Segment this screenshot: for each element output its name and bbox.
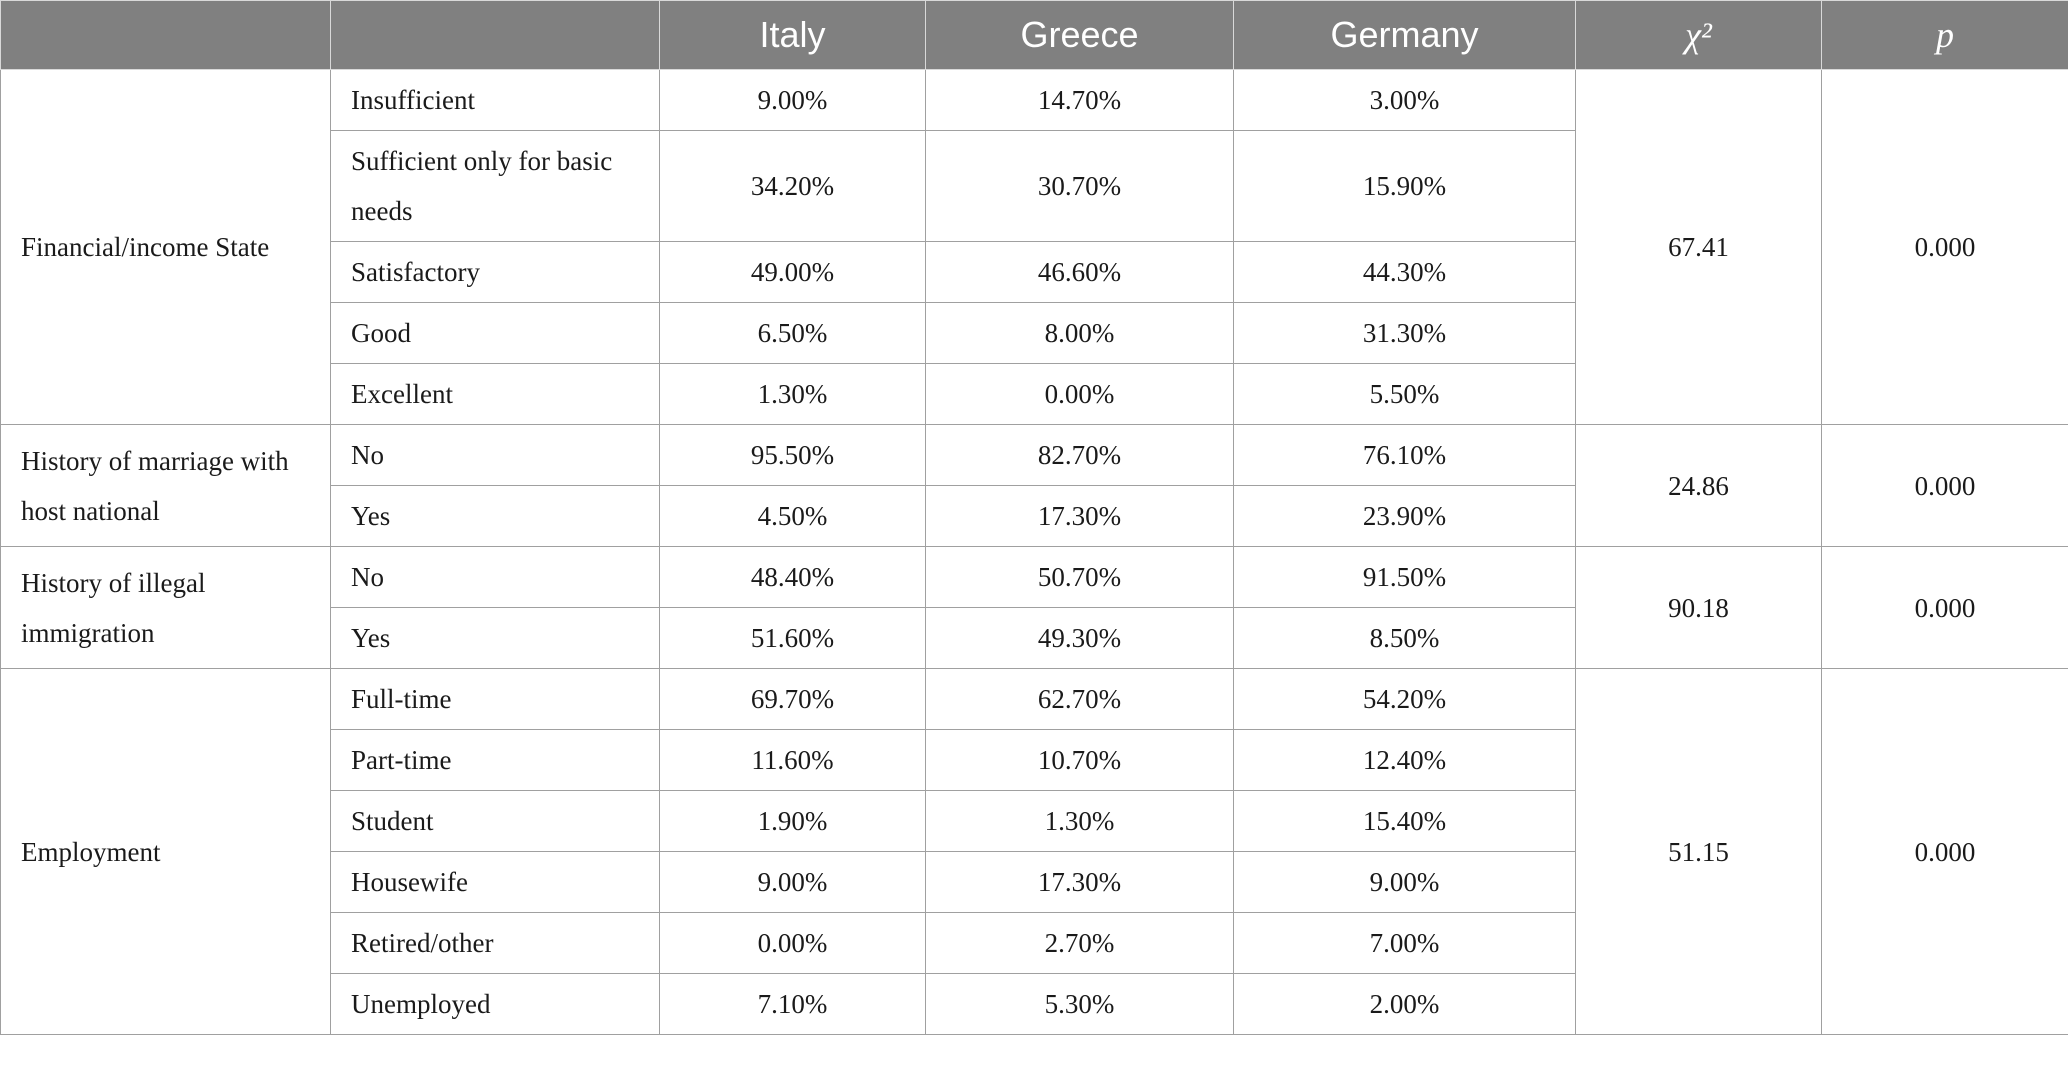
row-label: Unemployed: [330, 973, 660, 1035]
germany-value: 44.30%: [1233, 241, 1576, 303]
table-row: Yes 51.60% 49.30% 8.50%: [1, 607, 2068, 669]
header-row: Italy Greece Germany χ² p: [0, 0, 2068, 70]
header-p-value: p: [1821, 0, 2068, 70]
row-label: No: [330, 546, 660, 608]
italy-value: 1.90%: [659, 790, 926, 852]
header-germany: Germany: [1233, 0, 1576, 70]
p-value: 0.000: [1821, 546, 2068, 669]
italy-value: 49.00%: [659, 241, 926, 303]
row-label: Part-time: [330, 729, 660, 791]
italy-value: 95.50%: [659, 424, 926, 486]
table-row: Satisfactory 49.00% 46.60% 44.30%: [1, 241, 2068, 303]
germany-value: 91.50%: [1233, 546, 1576, 608]
chi-square-value: 24.86: [1575, 424, 1822, 547]
greece-value: 14.70%: [925, 69, 1234, 131]
chi-square-value: 90.18: [1575, 546, 1822, 669]
table-row: Employment Full-time 69.70% 62.70% 54.20…: [0, 668, 2068, 1035]
greece-value: 82.70%: [925, 424, 1234, 486]
greece-value: 49.30%: [925, 607, 1234, 669]
greece-value: 1.30%: [925, 790, 1234, 852]
row-label: Satisfactory: [330, 241, 660, 303]
table-row: History of illegal immigration No 48.40%…: [0, 546, 2068, 669]
greece-value: 2.70%: [925, 912, 1234, 974]
table-row: History of marriage with host national N…: [0, 424, 2068, 547]
greece-value: 8.00%: [925, 302, 1234, 364]
germany-value: 15.40%: [1233, 790, 1576, 852]
data-table: Italy Greece Germany χ² p Financial/inco…: [0, 0, 2068, 1035]
table-row: Financial/income State Insufficient 9.00…: [0, 69, 2068, 425]
greece-value: 62.70%: [925, 668, 1234, 730]
italy-value: 6.50%: [659, 302, 926, 364]
category-financial: Financial/income State: [0, 69, 331, 425]
italy-value: 4.50%: [659, 485, 926, 547]
chi-square-value: 51.15: [1575, 668, 1822, 1035]
row-label: Yes: [330, 485, 660, 547]
germany-value: 8.50%: [1233, 607, 1576, 669]
germany-value: 15.90%: [1233, 130, 1576, 242]
row-label: Student: [330, 790, 660, 852]
row-label: No: [330, 424, 660, 486]
header-greece: Greece: [925, 0, 1234, 70]
category-employment: Employment: [0, 668, 331, 1035]
row-label: Full-time: [330, 668, 660, 730]
italy-value: 51.60%: [659, 607, 926, 669]
italy-value: 9.00%: [659, 69, 926, 131]
italy-value: 34.20%: [659, 130, 926, 242]
italy-value: 1.30%: [659, 363, 926, 425]
germany-value: 5.50%: [1233, 363, 1576, 425]
chi-square-value: 67.41: [1575, 69, 1822, 425]
header-subcategory: [330, 0, 660, 70]
greece-value: 5.30%: [925, 973, 1234, 1035]
table-row: Good 6.50% 8.00% 31.30%: [1, 302, 2068, 364]
italy-value: 48.40%: [659, 546, 926, 608]
greece-value: 10.70%: [925, 729, 1234, 791]
germany-value: 31.30%: [1233, 302, 1576, 364]
row-label: Sufficient only for basic needs: [330, 130, 660, 242]
table-row: Retired/other 0.00% 2.70% 7.00%: [1, 912, 2068, 974]
table-row: Excellent 1.30% 0.00% 5.50%: [1, 363, 2068, 425]
table-row: Part-time 11.60% 10.70% 12.40%: [1, 729, 2068, 791]
germany-value: 76.10%: [1233, 424, 1576, 486]
row-label: Excellent: [330, 363, 660, 425]
greece-value: 50.70%: [925, 546, 1234, 608]
greece-value: 0.00%: [925, 363, 1234, 425]
greece-value: 46.60%: [925, 241, 1234, 303]
greece-value: 17.30%: [925, 485, 1234, 547]
table-row: Yes 4.50% 17.30% 23.90%: [1, 485, 2068, 547]
germany-value: 2.00%: [1233, 973, 1576, 1035]
header-italy: Italy: [659, 0, 926, 70]
header-chi-square: χ²: [1575, 0, 1822, 70]
italy-value: 69.70%: [659, 668, 926, 730]
p-value: 0.000: [1821, 424, 2068, 547]
table-row: Sufficient only for basic needs 34.20% 3…: [1, 130, 2068, 242]
p-value: 0.000: [1821, 69, 2068, 425]
header-category: [0, 0, 331, 70]
category-illegal-immigration: History of illegal immigration: [0, 546, 331, 669]
row-label: Retired/other: [330, 912, 660, 974]
table-row: Unemployed 7.10% 5.30% 2.00%: [1, 973, 2068, 1035]
row-label: Good: [330, 302, 660, 364]
greece-value: 30.70%: [925, 130, 1234, 242]
italy-value: 7.10%: [659, 973, 926, 1035]
germany-value: 7.00%: [1233, 912, 1576, 974]
row-label: Yes: [330, 607, 660, 669]
germany-value: 3.00%: [1233, 69, 1576, 131]
germany-value: 12.40%: [1233, 729, 1576, 791]
germany-value: 9.00%: [1233, 851, 1576, 913]
greece-value: 17.30%: [925, 851, 1234, 913]
germany-value: 54.20%: [1233, 668, 1576, 730]
p-value: 0.000: [1821, 668, 2068, 1035]
italy-value: 11.60%: [659, 729, 926, 791]
table-row: Student 1.90% 1.30% 15.40%: [1, 790, 2068, 852]
row-label: Insufficient: [330, 69, 660, 131]
row-label: Housewife: [330, 851, 660, 913]
category-marriage: History of marriage with host national: [0, 424, 331, 547]
germany-value: 23.90%: [1233, 485, 1576, 547]
italy-value: 9.00%: [659, 851, 926, 913]
italy-value: 0.00%: [659, 912, 926, 974]
